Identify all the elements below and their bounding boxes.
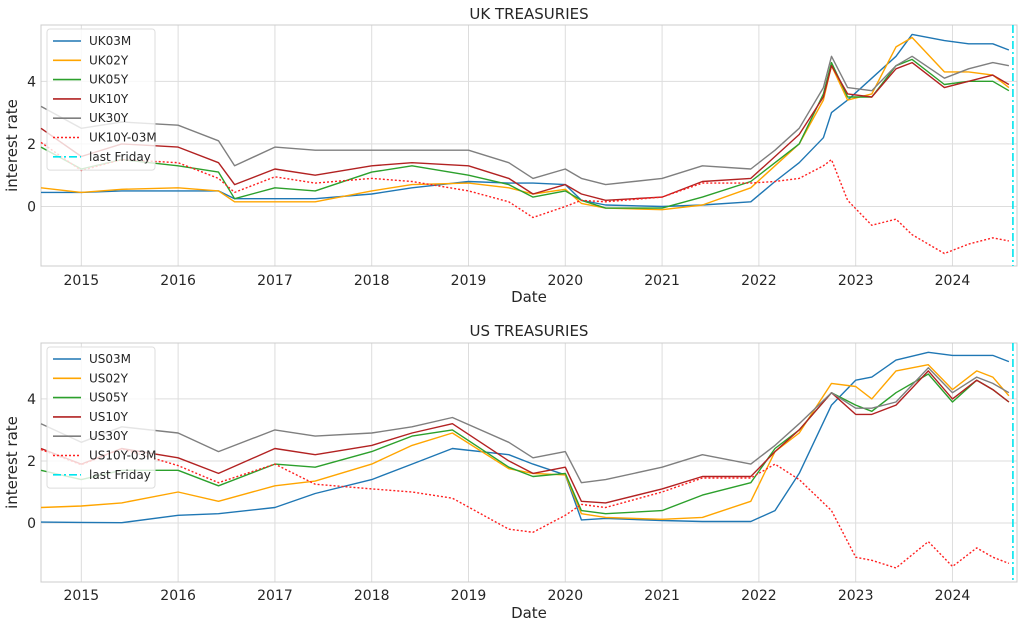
x-tick-label: 2017 xyxy=(257,588,293,604)
x-tick-label: 2018 xyxy=(354,273,390,289)
legend-label: US10Y-03M xyxy=(89,449,157,463)
plot-frame xyxy=(40,342,1018,583)
legend-label: UK03M xyxy=(89,34,131,48)
series-line-UK03M xyxy=(41,33,1010,208)
x-tick-label: 2017 xyxy=(257,273,293,289)
plot-frame xyxy=(40,24,1018,267)
chart-title: UK TREASURIES xyxy=(469,5,588,23)
x-tick-label: 2022 xyxy=(741,273,777,289)
x-tick-label: 2015 xyxy=(64,273,100,289)
x-tick-label: 2015 xyxy=(64,588,100,604)
y-tick-label: 4 xyxy=(27,74,36,90)
legend: UK03M UK02Y UK05Y UK10Y UK30Y UK10Y-03M last F… xyxy=(46,28,157,171)
x-tick-label: 2024 xyxy=(935,273,971,289)
chart-title: US TREASURIES xyxy=(470,322,589,340)
series-line-UK10Y xyxy=(40,61,1010,202)
legend-label: US05Y xyxy=(89,391,129,405)
y-tick-label: 2 xyxy=(27,137,36,153)
y-tick-label: 0 xyxy=(27,200,36,216)
series-line-US05Y xyxy=(40,373,1010,515)
y-tick-label: 0 xyxy=(27,516,36,532)
series-line-US10Y-03M xyxy=(40,448,1010,569)
x-tick-label: 2021 xyxy=(644,588,680,604)
x-tick-label: 2023 xyxy=(838,588,874,604)
y-axis-label: interest rate xyxy=(3,99,21,192)
series-line-UK02Y xyxy=(40,36,1010,211)
x-axis-label: Date xyxy=(511,604,547,622)
x-tick-label: 2024 xyxy=(935,588,971,604)
legend-label: last Friday xyxy=(89,468,151,482)
series-line-US03M xyxy=(40,351,1010,524)
x-tick-label: 2019 xyxy=(451,588,487,604)
legend-box xyxy=(46,28,156,171)
x-tick-label: 2020 xyxy=(547,273,583,289)
legend-label: UK10Y xyxy=(89,92,129,106)
legend-label: UK30Y xyxy=(89,111,129,125)
y-axis-label: interest rate xyxy=(3,416,21,509)
series-line-UK30Y xyxy=(40,55,1010,186)
legend-label: UK05Y xyxy=(89,73,129,87)
legend-box xyxy=(46,346,156,489)
legend-label: UK02Y xyxy=(89,53,129,67)
x-tick-label: 2018 xyxy=(354,588,390,604)
y-tick-label: 4 xyxy=(27,392,36,408)
legend: US03M US02Y US05Y US10Y US30Y US10Y-03M last F… xyxy=(46,346,157,489)
series-line-US30Y xyxy=(40,367,1010,484)
x-tick-label: 2016 xyxy=(160,273,196,289)
x-tick-label: 2016 xyxy=(160,588,196,604)
series-line-UK10Y-03M xyxy=(40,141,1010,255)
legend-label: last Friday xyxy=(89,150,151,164)
x-tick-label: 2020 xyxy=(547,588,583,604)
legend-label: US03M xyxy=(89,352,131,366)
x-tick-label: 2019 xyxy=(451,273,487,289)
x-tick-label: 2022 xyxy=(741,588,777,604)
legend-label: US10Y xyxy=(89,410,129,424)
x-tick-label: 2023 xyxy=(838,273,874,289)
legend-label: UK10Y-03M xyxy=(89,131,157,145)
legend-label: US30Y xyxy=(89,429,129,443)
legend-label: US02Y xyxy=(89,371,129,385)
series-line-US10Y xyxy=(40,370,1010,504)
y-tick-label: 2 xyxy=(27,454,36,470)
series-line-US02Y xyxy=(40,364,1010,520)
x-axis-label: Date xyxy=(511,288,547,306)
x-tick-label: 2021 xyxy=(644,273,680,289)
